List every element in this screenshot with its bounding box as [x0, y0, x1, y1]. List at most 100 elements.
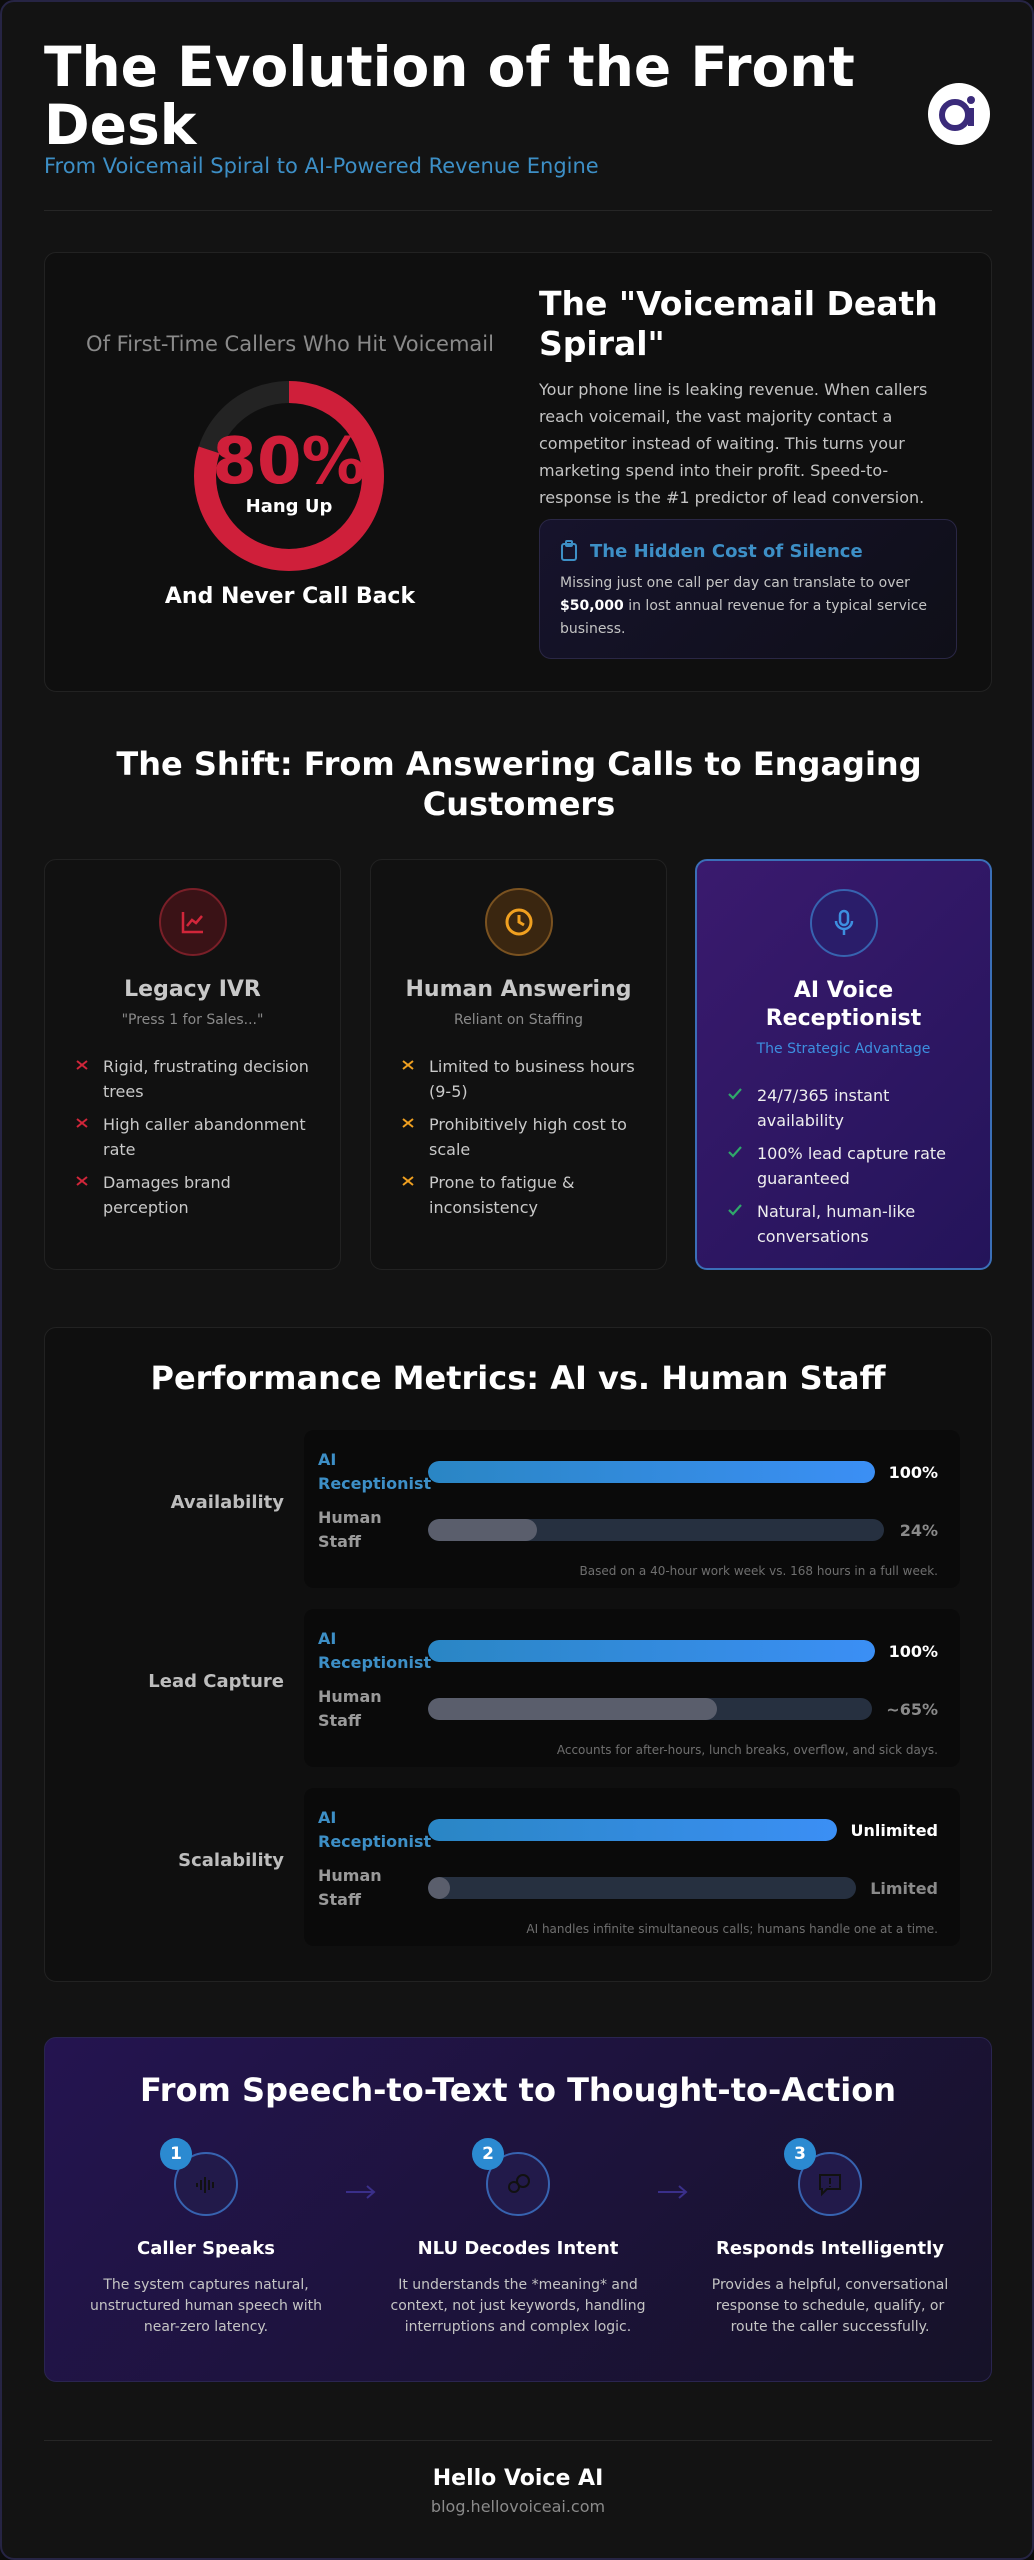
metric-label: Availability	[170, 1492, 284, 1513]
step: 2 NLU Decodes Intent It understands the *m…	[388, 2138, 648, 2338]
metric-line: Human Staff ~65%	[318, 1685, 938, 1733]
card-list: Rigid, frustrating decision trees High ca…	[75, 1054, 318, 1220]
card-title: Human Answering	[405, 977, 632, 1002]
stat: 80%	[212, 425, 366, 499]
human-bar	[428, 1519, 538, 1541]
metric-label: Lead Capture	[148, 1671, 284, 1692]
ai-bar	[428, 1640, 875, 1662]
human-value: ~65%	[886, 1699, 938, 1719]
icon	[505, 908, 532, 936]
card-icon	[484, 888, 553, 956]
card-item-text: Prone to fatigue & inconsistency	[429, 1173, 575, 1217]
card-item: 24/7/365 instant availability	[727, 1083, 968, 1133]
card-icon	[809, 889, 878, 957]
step-title: NLU Decodes Intent	[417, 2238, 619, 2259]
human-name: Human Staff	[318, 1508, 382, 1551]
human-name: Human Staff	[318, 1687, 382, 1730]
cross-icon	[76, 1176, 88, 1186]
cross-icon	[76, 1118, 88, 1128]
human-bar	[428, 1877, 450, 1899]
card-list: Limited to business hours (9-5) Prohibiti…	[401, 1054, 644, 1220]
card-icon	[158, 888, 227, 956]
icon	[819, 2174, 841, 2197]
ai-bar	[428, 1819, 837, 1841]
divider	[44, 2440, 992, 2441]
step-text: It understands the *meaning* and context…	[390, 2277, 646, 2335]
bar-track	[428, 1519, 884, 1541]
ai-name: AI Receptionist	[318, 1808, 432, 1851]
human-bar	[428, 1698, 717, 1720]
shift-card: Human Answering Reliant on Staffing Limite…	[370, 859, 667, 1270]
footer-url: blog.hellovoiceai.com	[430, 2497, 606, 2516]
metric-note: AI handles infinite simultaneous calls; …	[526, 1922, 938, 1936]
metric-label: Scalability	[178, 1850, 284, 1871]
callout: The Hidden Cost of Silence Missing just …	[539, 519, 957, 659]
card-item: Prohibitively high cost to scale	[401, 1112, 644, 1162]
check-icon	[728, 1146, 742, 1158]
stat-caption: Hang Up	[245, 496, 333, 517]
metric-panel: AI Receptionist 100% Human Staff 24% Based o…	[304, 1430, 960, 1588]
card-item: Rigid, frustrating decision trees	[75, 1054, 318, 1104]
shift-card: AI Voice Receptionist The Strategic Advan…	[695, 859, 992, 1270]
step-title: Responds Intelligently	[716, 2238, 944, 2259]
card-item-text: Prohibitively high cost to scale	[429, 1115, 627, 1159]
arrow	[658, 2185, 688, 2199]
ai-value: 100%	[888, 1641, 938, 1661]
metric-line: AI Receptionist Unlimited	[318, 1806, 938, 1854]
card-item-text: 100% lead capture rate guaranteed	[757, 1144, 946, 1188]
callout-highlight: $50,000	[560, 598, 624, 614]
bar-track	[428, 1819, 837, 1841]
step-icon: 2	[472, 2138, 550, 2216]
step: 1 Caller Speaks The system captures natura…	[76, 2138, 336, 2338]
card-item-text: Rigid, frustrating decision trees	[103, 1057, 309, 1101]
callout-text: Missing just one call per day can transl…	[560, 572, 936, 641]
metric-line: Human Staff 24%	[318, 1506, 938, 1554]
arrow	[346, 2185, 376, 2199]
icon	[181, 912, 203, 934]
ai-value: 100%	[888, 1462, 938, 1482]
footer-brand: Hello Voice AI	[432, 2466, 604, 2491]
human-value: 24%	[899, 1520, 938, 1540]
divider	[44, 210, 992, 211]
cross-icon	[402, 1118, 414, 1128]
cross-icon	[76, 1060, 88, 1070]
human-value: Limited	[870, 1878, 938, 1898]
card-title: AI Voice Receptionist	[765, 978, 922, 1031]
card-item-text: Natural, human-like conversations	[757, 1202, 916, 1246]
callout-title: The Hidden Cost of Silence	[590, 540, 863, 562]
ai-name: AI Receptionist	[318, 1629, 432, 1672]
cross-icon	[402, 1060, 414, 1070]
card-item-text: 24/7/365 instant availability	[757, 1086, 890, 1130]
ai-name: AI Receptionist	[318, 1450, 432, 1493]
card-item-text: High caller abandonment rate	[103, 1115, 306, 1159]
card-item: Natural, human-like conversations	[727, 1199, 968, 1249]
step-number: 1	[160, 2138, 192, 2170]
logo	[928, 83, 990, 145]
clipboard-icon	[561, 540, 577, 561]
callout-text-after: in lost annual revenue for a typical ser…	[560, 598, 928, 637]
shift-title: The Shift: From Answering Calls to Engag…	[116, 745, 922, 823]
donut-arc	[194, 381, 384, 571]
card-item-text: Damages brand perception	[103, 1173, 231, 1217]
shift-card: Legacy IVR "Press 1 for Sales..." Rigid, f…	[44, 859, 341, 1270]
icon	[834, 909, 853, 935]
metric-panel: AI Receptionist 100% Human Staff ~65% Accoun…	[304, 1609, 960, 1767]
spiral-body: Your phone line is leaking revenue. When…	[539, 380, 928, 507]
metric-panel: AI Receptionist Unlimited Human Staff Limit…	[304, 1788, 960, 1946]
card-subtitle: "Press 1 for Sales..."	[121, 1012, 264, 1028]
bar-track	[428, 1698, 873, 1720]
check-icon	[728, 1204, 742, 1216]
bar-track	[428, 1877, 857, 1899]
callout-text-before: Missing just one call per day can transl…	[560, 575, 910, 591]
metric-line: AI Receptionist 100%	[318, 1627, 938, 1675]
donut	[194, 381, 384, 571]
metric-line: Human Staff Limited	[318, 1864, 938, 1912]
title: The Evolution of the Front Desk	[44, 35, 855, 157]
icon	[196, 2177, 214, 2193]
card-item-text: Limited to business hours (9-5)	[429, 1057, 635, 1101]
bar-track	[428, 1461, 875, 1483]
card-list: 24/7/365 instant availability 100% lead c…	[727, 1083, 968, 1249]
step: 3 Responds Intelligently Provides a helpfu…	[700, 2138, 960, 2338]
